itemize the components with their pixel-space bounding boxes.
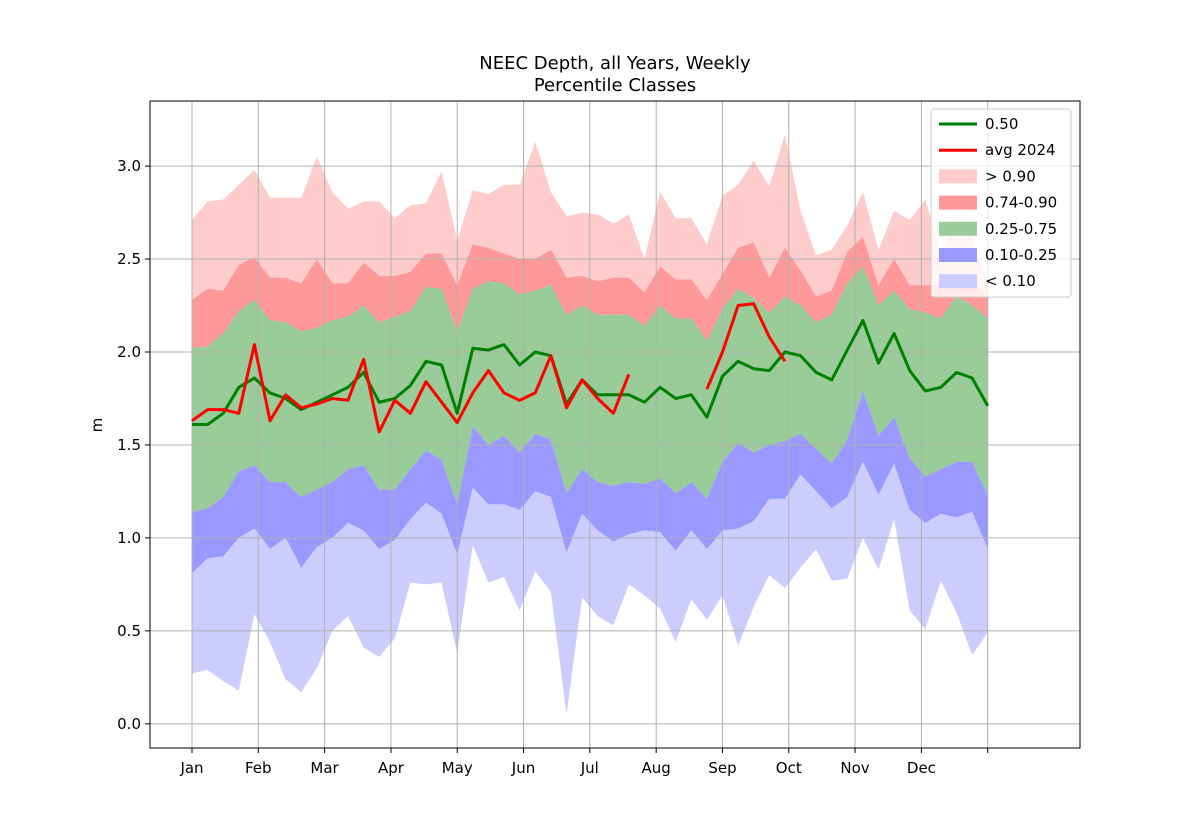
y-tick-label-1: 0.5 bbox=[117, 622, 141, 640]
y-tick-label-6: 3.0 bbox=[117, 157, 141, 175]
x-tick-label-7: Aug bbox=[642, 759, 671, 777]
x-tick-label-1: Feb bbox=[245, 759, 272, 777]
grid-lines bbox=[150, 101, 1080, 748]
y-tick-label-0: 0.0 bbox=[117, 715, 141, 733]
chart-title-line1: NEEC Depth, all Years, Weekly bbox=[479, 53, 751, 74]
series-lines bbox=[191, 302, 990, 434]
legend-swatch-4 bbox=[939, 221, 977, 236]
legend-label-5: 0.10-0.25 bbox=[985, 246, 1057, 264]
y-axis-label: m bbox=[88, 418, 106, 433]
x-tick-label-11: Dec bbox=[907, 759, 936, 777]
y-tick-label-2: 1.0 bbox=[117, 529, 141, 547]
legend-label-6: < 0.10 bbox=[985, 272, 1036, 290]
legend-swatch-3 bbox=[939, 195, 977, 210]
legend-swatch-6 bbox=[939, 274, 977, 289]
x-tick-label-4: May bbox=[442, 759, 473, 777]
legend-label-2: > 0.90 bbox=[985, 167, 1036, 185]
plot-frame bbox=[149, 100, 1081, 749]
x-tick-label-3: Apr bbox=[378, 759, 405, 777]
chart-title-line2: Percentile Classes bbox=[534, 75, 696, 96]
y-tick-label-4: 2.0 bbox=[117, 343, 141, 361]
series-line-1 bbox=[191, 302, 787, 434]
y-tick-label-3: 1.5 bbox=[117, 436, 141, 454]
y-axis: 0.0 0.5 1.0 1.5 2.0 2.5 3.0 bbox=[117, 157, 150, 733]
x-tick-label-2: Mar bbox=[310, 759, 339, 777]
legend-label-3: 0.74-0.90 bbox=[985, 194, 1057, 212]
y-tick-label-5: 2.5 bbox=[117, 250, 141, 268]
x-tick-label-0: Jan bbox=[179, 759, 203, 777]
legend-label-1: avg 2024 bbox=[985, 141, 1056, 159]
x-tick-label-10: Nov bbox=[840, 759, 869, 777]
x-tick-label-8: Sep bbox=[708, 759, 736, 777]
legend: 0.50 avg 2024 > 0.90 0.74-0.90 0.25-0.75 0.10… bbox=[930, 108, 1072, 298]
legend-label-0: 0.50 bbox=[985, 115, 1018, 133]
x-tick-label-9: Oct bbox=[776, 759, 802, 777]
legend-swatch-2 bbox=[939, 169, 977, 184]
legend-label-4: 0.25-0.75 bbox=[985, 220, 1057, 238]
x-tick-label-6: Jul bbox=[580, 759, 599, 777]
legend-swatch-5 bbox=[939, 248, 977, 262]
x-tick-label-5: Jun bbox=[511, 759, 535, 777]
x-axis: Jan Feb Mar Apr May Jun Jul Aug Sep Oct Nov Dec bbox=[179, 748, 989, 777]
